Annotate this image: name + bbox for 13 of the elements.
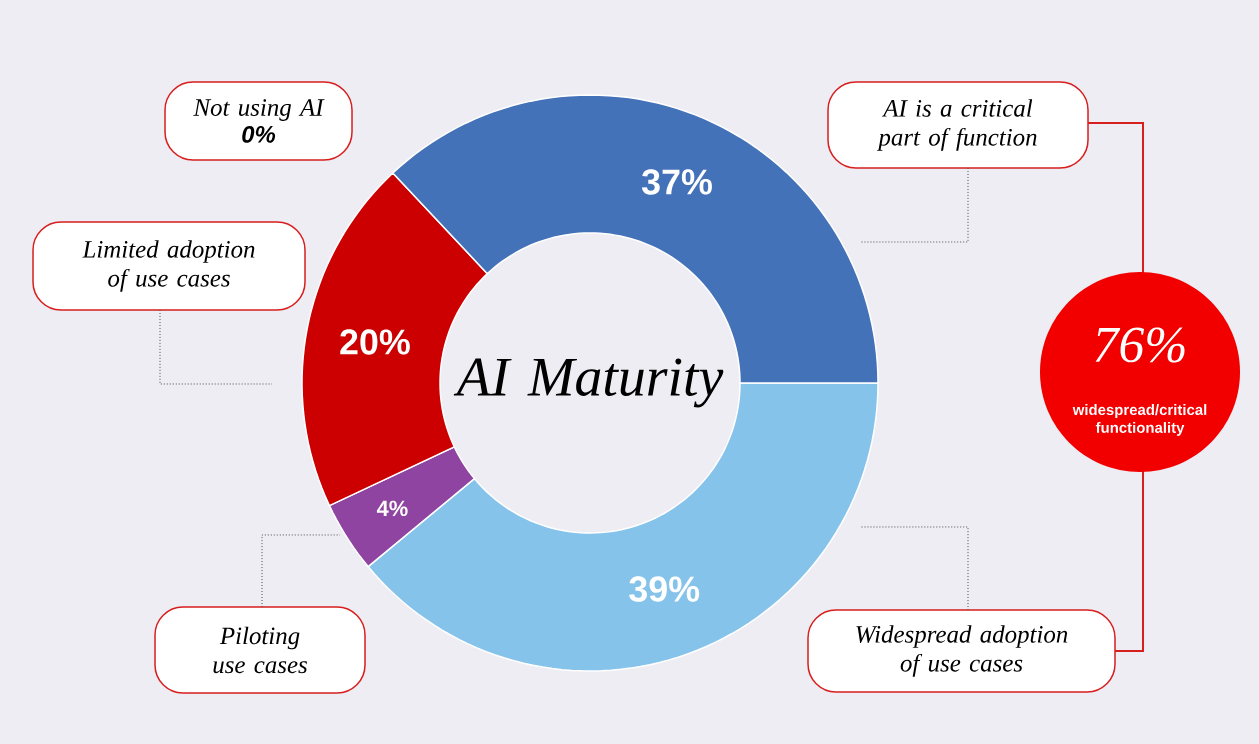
slice-label: Widespread adoption of use cases: [856, 625, 1068, 677]
text: widespread/critical functionality: [1072, 404, 1207, 436]
text: AI Maturity: [453, 358, 724, 408]
data-label: 37%: [641, 169, 712, 195]
data-label: 4%: [376, 500, 408, 517]
data-label: 39%: [629, 576, 700, 602]
slice-label: Limited adoption of use cases: [82, 240, 255, 292]
slice-label: Piloting use cases: [213, 626, 307, 674]
text: 76%: [1095, 327, 1185, 363]
slice-label: AI is a critical part of function: [876, 99, 1037, 151]
text: 0%: [242, 125, 276, 143]
data-label: 20%: [340, 329, 410, 355]
legend-label: Not using AI: [193, 99, 325, 121]
